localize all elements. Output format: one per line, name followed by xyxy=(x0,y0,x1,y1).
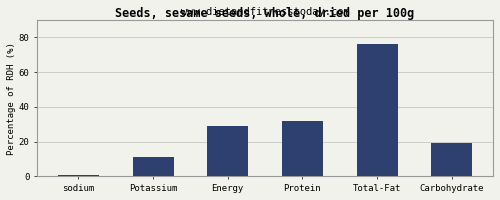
Bar xyxy=(356,44,398,176)
Bar xyxy=(58,175,99,176)
Title: Seeds, sesame seeds, whole, dried per 100g: Seeds, sesame seeds, whole, dried per 10… xyxy=(116,7,414,20)
Bar xyxy=(432,143,472,176)
Bar xyxy=(207,126,248,176)
Bar xyxy=(282,121,323,176)
Bar xyxy=(132,157,173,176)
Text: www.dietandfitnesstoday.com: www.dietandfitnesstoday.com xyxy=(180,7,350,17)
Y-axis label: Percentage of RDH (%): Percentage of RDH (%) xyxy=(7,42,16,155)
